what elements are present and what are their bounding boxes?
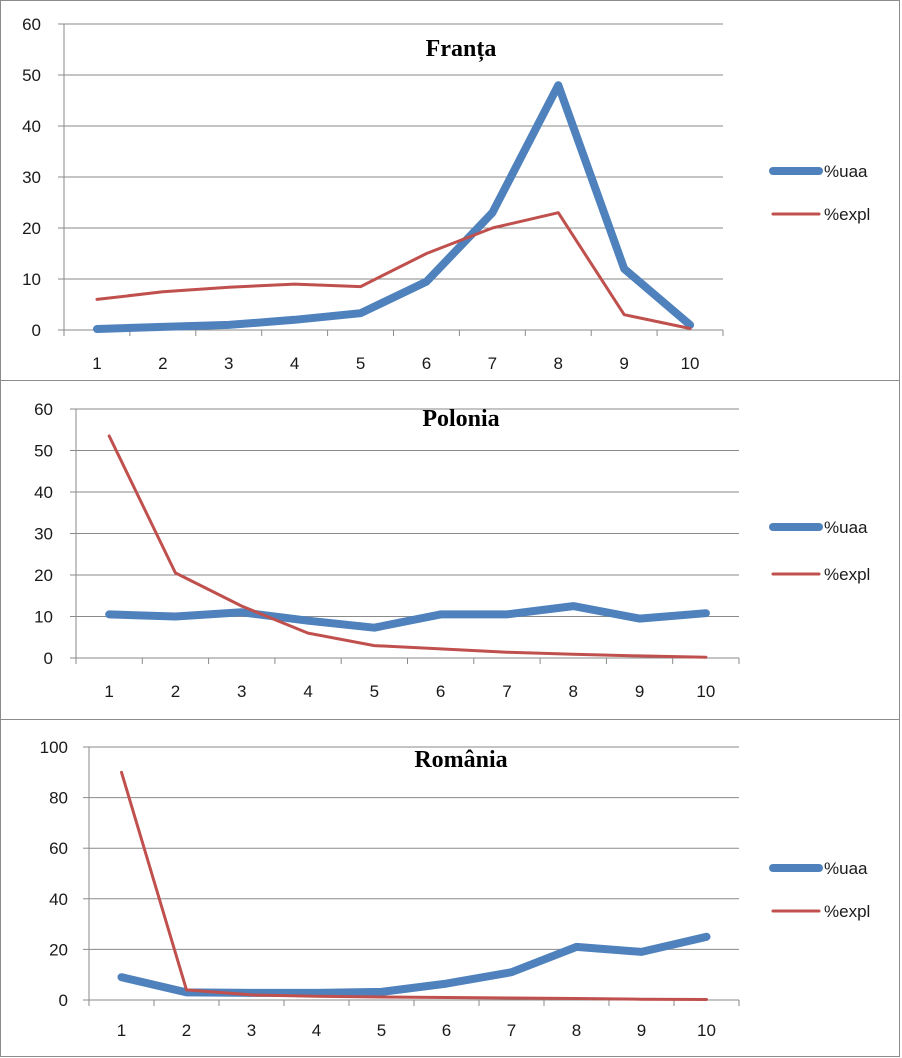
x-tick-label: 1 xyxy=(117,1021,126,1040)
y-tick-label: 40 xyxy=(34,483,53,502)
chart-polonia: 0 10 20 30 40 50 60 1 2 3 4 5 6 7 8 9 10 Polonia %uaa %expl xyxy=(34,400,870,701)
series-line-pct-expl xyxy=(107,434,708,659)
y-tick-label: 20 xyxy=(22,219,41,238)
y-tick-label: 30 xyxy=(34,525,53,544)
legend-label: %uaa xyxy=(824,162,868,181)
series-line-pct-uaa xyxy=(117,932,711,997)
x-tick-label: 7 xyxy=(488,354,497,373)
chart-panel-polonia: 0 10 20 30 40 50 60 1 2 3 4 5 6 7 8 9 10 Polonia %uaa %expl xyxy=(0,380,900,721)
x-tick-label: 10 xyxy=(697,1021,716,1040)
legend-label: %uaa xyxy=(824,518,868,537)
y-tick-label: 60 xyxy=(22,15,41,34)
x-tick-label: 2 xyxy=(171,682,180,701)
x-tick-label: 4 xyxy=(312,1021,321,1040)
chart-romania: 0 20 40 60 80 100 1 2 3 4 5 6 7 8 9 10 România %uaa %expl xyxy=(40,738,871,1040)
y-tick-label: 0 xyxy=(44,649,53,668)
x-tick-label: 1 xyxy=(104,682,113,701)
y-tick-label: 60 xyxy=(34,400,53,419)
x-tick-label: 9 xyxy=(619,354,628,373)
y-tick-label: 50 xyxy=(34,442,53,461)
chart-panel-romania: 0 20 40 60 80 100 1 2 3 4 5 6 7 8 9 10 România %uaa %expl xyxy=(0,719,900,1057)
x-tick-label: 9 xyxy=(637,1021,646,1040)
series-line-pct-uaa xyxy=(93,81,695,333)
legend-label: %expl xyxy=(824,565,870,584)
x-tick-label: 6 xyxy=(422,354,431,373)
y-tick-label: 10 xyxy=(22,270,41,289)
series-line-pct-expl xyxy=(120,770,708,1001)
y-tick-label: 40 xyxy=(49,890,68,909)
x-tick-label: 10 xyxy=(681,354,700,373)
x-tick-label: 6 xyxy=(442,1021,451,1040)
y-tick-label: 30 xyxy=(22,168,41,187)
x-tick-label: 2 xyxy=(182,1021,191,1040)
x-tick-label: 5 xyxy=(377,1021,386,1040)
y-tick-label: 0 xyxy=(59,991,68,1010)
y-tick-label: 0 xyxy=(32,321,41,340)
y-tick-label: 100 xyxy=(40,738,68,757)
x-tick-label: 5 xyxy=(370,682,379,701)
x-tick-label: 10 xyxy=(696,682,715,701)
y-tick-label: 10 xyxy=(34,608,53,627)
legend-label: %uaa xyxy=(824,859,868,878)
chart-title: Franța xyxy=(426,36,497,62)
x-tick-label: 8 xyxy=(569,682,578,701)
y-tick-label: 20 xyxy=(34,566,53,585)
legend-label: %expl xyxy=(824,902,870,921)
x-tick-label: 8 xyxy=(572,1021,581,1040)
x-tick-label: 9 xyxy=(635,682,644,701)
series-line-pct-uaa xyxy=(105,602,710,632)
x-tick-label: 3 xyxy=(247,1021,256,1040)
y-tick-label: 80 xyxy=(49,789,68,808)
x-tick-label: 3 xyxy=(224,354,233,373)
chart-franta: 0 10 20 30 40 50 60 1 2 3 4 5 6 7 8 9 10 Franța %uaa %expl xyxy=(22,15,870,373)
x-tick-label: 4 xyxy=(303,682,312,701)
x-tick-label: 7 xyxy=(507,1021,516,1040)
y-tick-label: 20 xyxy=(49,940,68,959)
x-tick-label: 6 xyxy=(436,682,445,701)
y-tick-label: 40 xyxy=(22,117,41,136)
x-tick-label: 3 xyxy=(237,682,246,701)
legend-label: %expl xyxy=(824,205,870,224)
x-tick-label: 5 xyxy=(356,354,365,373)
y-tick-label: 50 xyxy=(22,66,41,85)
series-line-pct-expl xyxy=(95,211,692,330)
x-tick-label: 4 xyxy=(290,354,299,373)
x-tick-label: 7 xyxy=(502,682,511,701)
chart-title: România xyxy=(414,747,507,773)
x-tick-label: 1 xyxy=(92,354,101,373)
x-tick-label: 8 xyxy=(554,354,563,373)
chart-panel-franta: 0 10 20 30 40 50 60 1 2 3 4 5 6 7 8 9 10 Franța %uaa %expl xyxy=(0,0,900,382)
x-tick-label: 2 xyxy=(158,354,167,373)
chart-title: Polonia xyxy=(422,406,499,432)
y-tick-label: 60 xyxy=(49,839,68,858)
